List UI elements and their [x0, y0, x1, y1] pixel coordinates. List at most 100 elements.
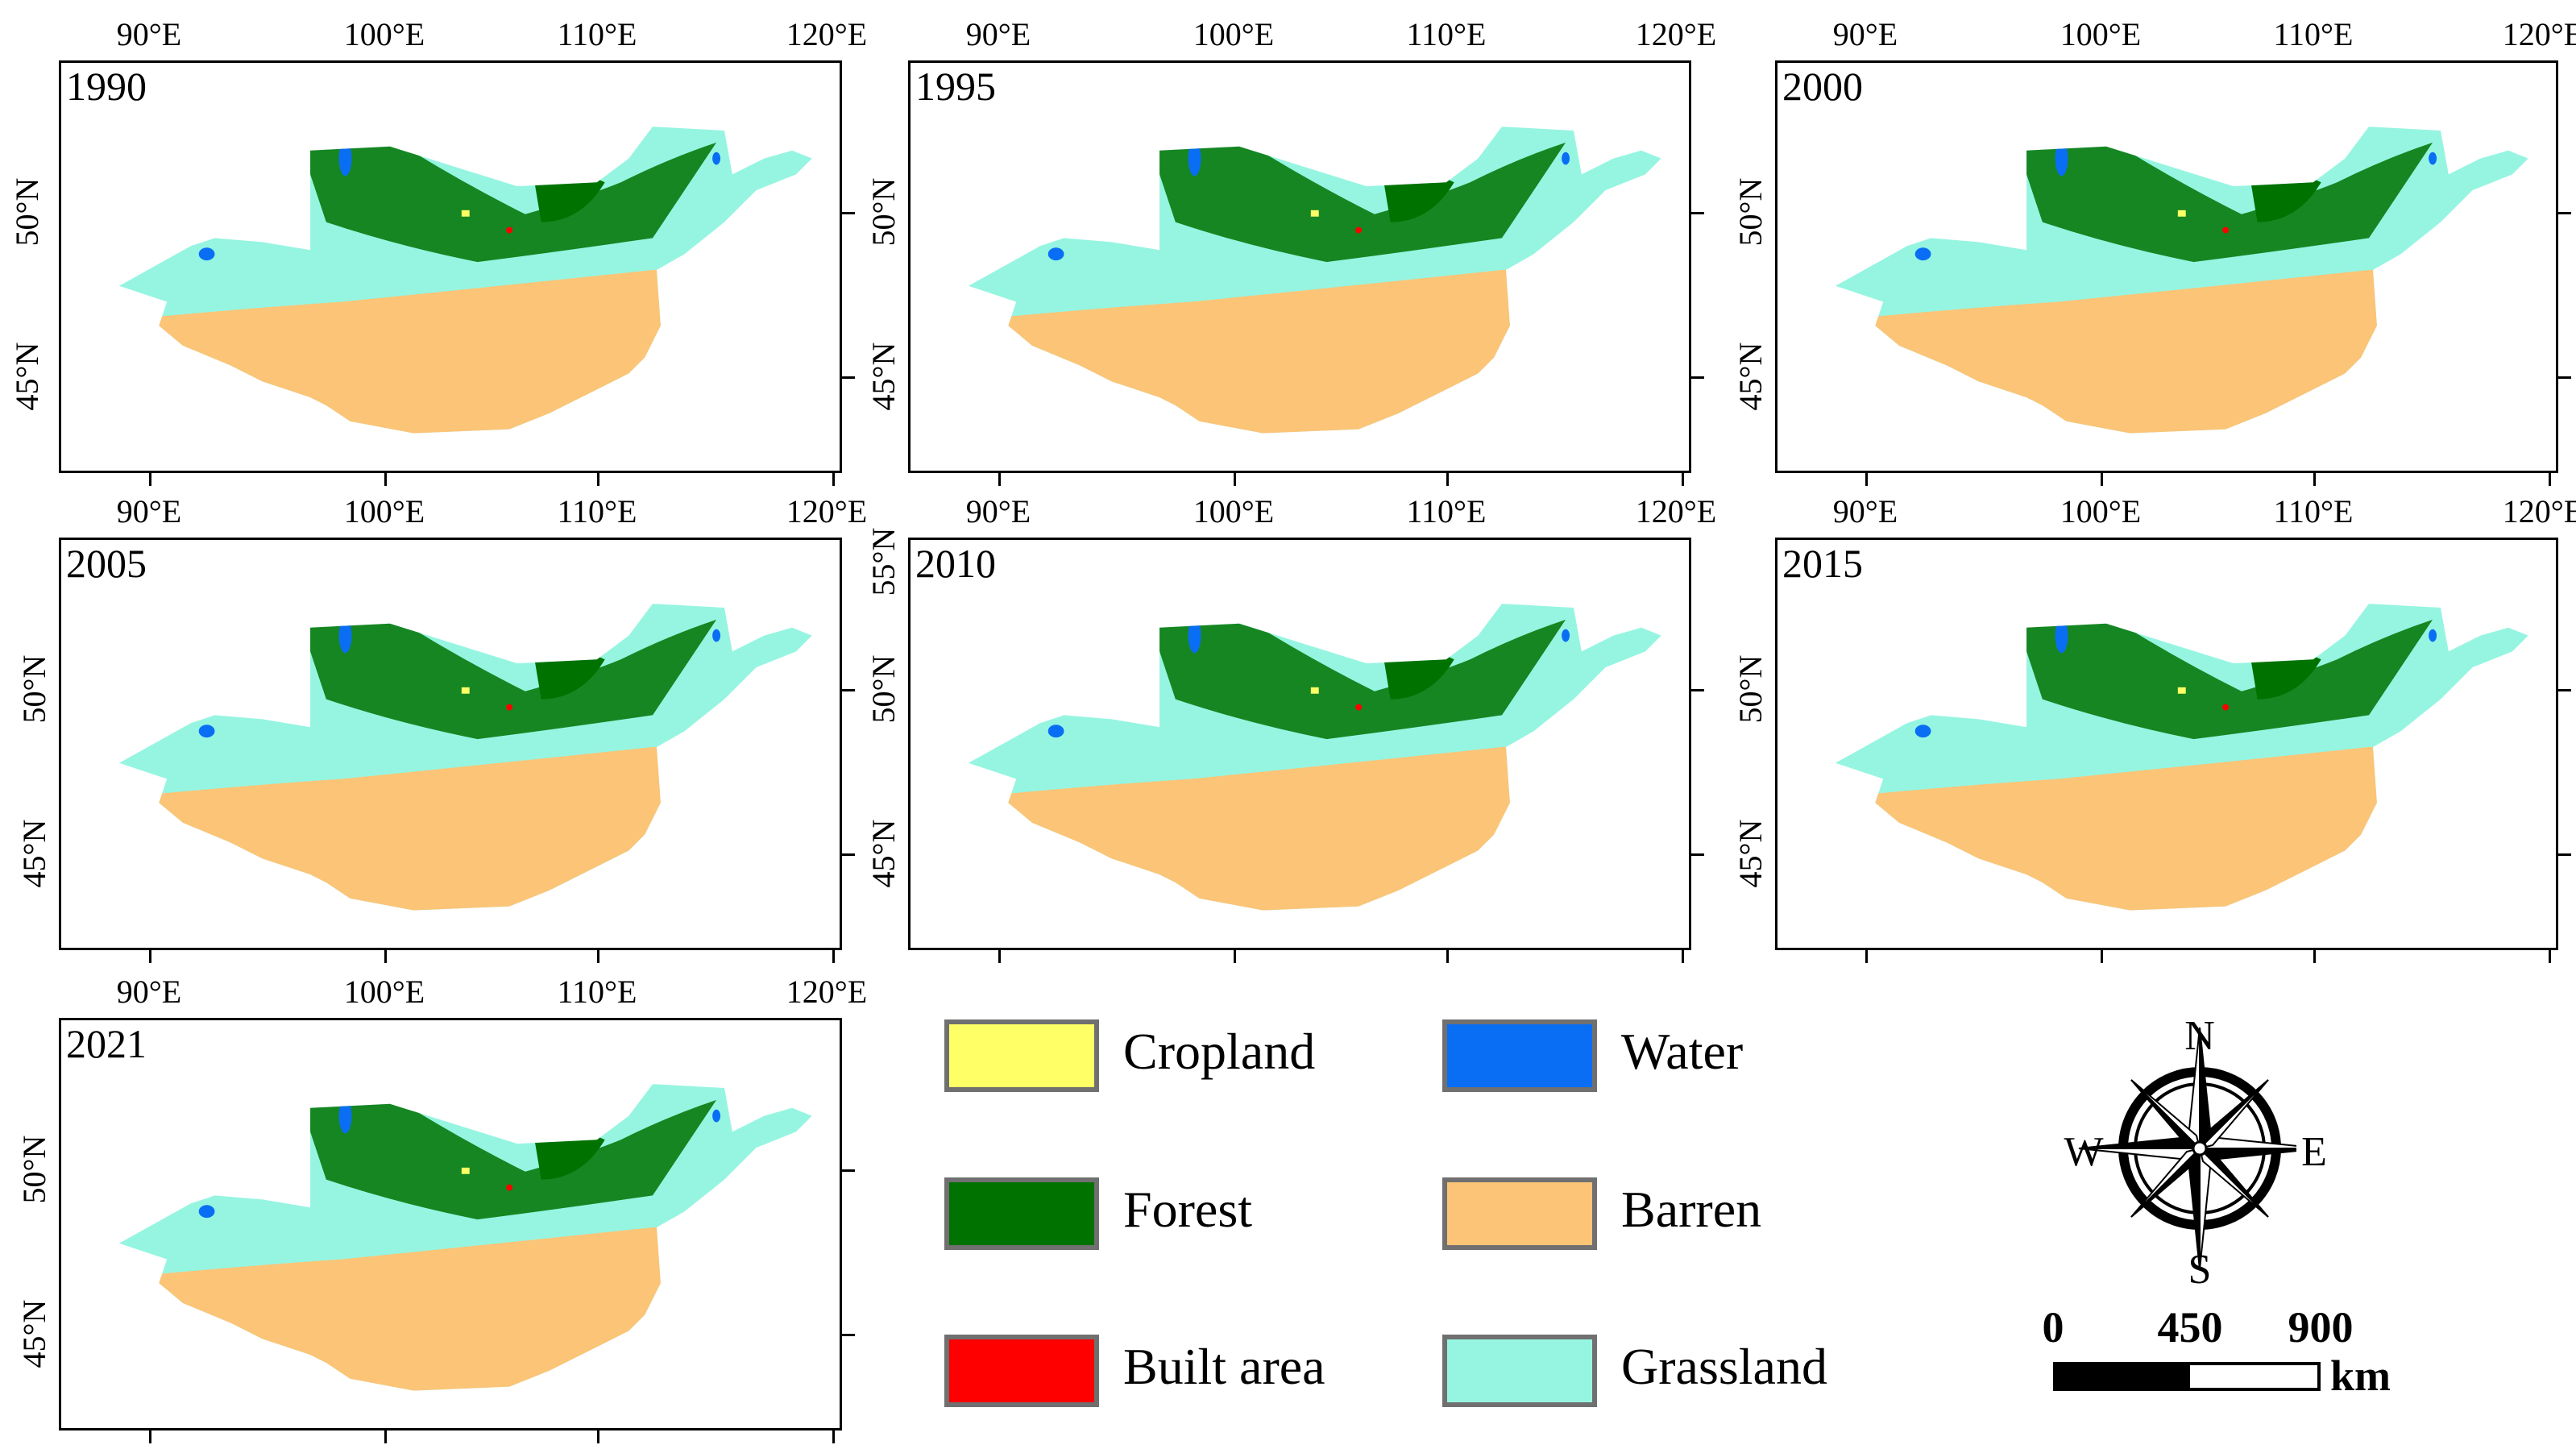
- x-axis-label: 110°E: [1406, 16, 1487, 52]
- x-axis-tick: [2549, 473, 2551, 486]
- compass-west: W: [2064, 1129, 2104, 1175]
- scale-bar-white-segment: [2187, 1362, 2321, 1391]
- x-axis-tick: [149, 473, 151, 486]
- y-axis-tick: [842, 376, 855, 379]
- y-axis-tick: [2558, 212, 2571, 214]
- scale-label-900: 900: [2288, 1303, 2354, 1352]
- x-axis-label: 120°E: [2502, 493, 2576, 529]
- x-axis-tick: [1682, 950, 1684, 963]
- map-frame: 1995: [908, 60, 1691, 473]
- x-axis-tick: [832, 1430, 835, 1443]
- y-axis-label: 45°N: [1732, 342, 1769, 411]
- x-axis-label: 110°E: [557, 493, 637, 529]
- x-axis-tick: [832, 950, 835, 963]
- legend-swatch: [1442, 1335, 1597, 1407]
- y-axis-tick: [2558, 376, 2571, 379]
- x-axis-tick: [998, 473, 1001, 486]
- mongolia-land-cover-map: [1835, 604, 2528, 911]
- y-axis-tick: [1691, 689, 1704, 691]
- legend-label: Grassland: [1621, 1338, 1827, 1395]
- x-axis-label: 100°E: [1193, 16, 1275, 52]
- x-axis-tick: [597, 1430, 599, 1443]
- y-axis-label: 45°N: [865, 819, 902, 888]
- y-axis-label: 45°N: [1732, 819, 1769, 888]
- x-axis-label: 120°E: [1635, 493, 1717, 529]
- y-axis-label: 55°N: [865, 527, 902, 596]
- x-axis-tick: [1234, 473, 1236, 486]
- x-axis-label: 110°E: [2273, 493, 2354, 529]
- y-axis-tick: [1691, 853, 1704, 856]
- mongolia-land-cover-map: [1835, 127, 2528, 434]
- x-axis-label: 100°E: [1193, 493, 1275, 529]
- y-axis-tick: [1691, 376, 1704, 379]
- x-axis-tick: [1865, 950, 1868, 963]
- x-axis-label: 90°E: [1832, 493, 1898, 529]
- y-axis-label: 50°N: [1732, 654, 1769, 724]
- y-axis-label: 45°N: [16, 1299, 52, 1368]
- compass-east: E: [2301, 1129, 2327, 1175]
- x-axis-tick: [384, 473, 387, 486]
- map-frame: 2000: [1775, 60, 2558, 473]
- y-axis-label: 50°N: [1732, 177, 1769, 247]
- y-axis-label: 50°N: [16, 1135, 52, 1204]
- compass-north: N: [2184, 1013, 2215, 1059]
- legend-swatch: [944, 1335, 1099, 1407]
- x-axis-tick: [149, 950, 151, 963]
- x-axis-label: 90°E: [116, 16, 182, 52]
- x-axis-tick: [1682, 473, 1684, 486]
- map-frame: 2021: [59, 1018, 842, 1430]
- mongolia-land-cover-map: [968, 604, 1661, 911]
- x-axis-label: 90°E: [965, 493, 1031, 529]
- x-axis-tick: [1865, 473, 1868, 486]
- x-axis-label: 90°E: [116, 493, 182, 529]
- map-frame: 1990: [59, 60, 842, 473]
- mongolia-land-cover-map: [968, 127, 1661, 434]
- x-axis-tick: [1446, 950, 1449, 963]
- x-axis-label: 110°E: [557, 974, 637, 1010]
- legend-label: Forest: [1123, 1181, 1252, 1238]
- compass-rose: N S E W: [2039, 1007, 2326, 1298]
- map-frame: 2010: [908, 538, 1691, 950]
- map-frame: 2015: [1775, 538, 2558, 950]
- x-axis-tick: [384, 950, 387, 963]
- legend-swatch: [1442, 1177, 1597, 1250]
- panel-year: 2021: [66, 1021, 147, 1066]
- y-axis-tick: [842, 689, 855, 691]
- legend-label: Cropland: [1123, 1023, 1316, 1080]
- x-axis-label: 90°E: [1832, 16, 1898, 52]
- scale-label-0: 0: [2042, 1303, 2064, 1352]
- x-axis-tick: [2313, 473, 2316, 486]
- x-axis-label: 90°E: [116, 974, 182, 1010]
- y-axis-label: 50°N: [865, 177, 902, 247]
- y-axis-label: 45°N: [16, 819, 52, 888]
- panel-year: 1995: [915, 64, 996, 109]
- y-axis-label: 50°N: [16, 654, 52, 724]
- panel-year: 1990: [66, 64, 147, 109]
- legend-swatch: [1442, 1019, 1597, 1092]
- x-axis-label: 120°E: [786, 16, 868, 52]
- mongolia-land-cover-map: [118, 127, 812, 434]
- x-axis-label: 100°E: [2060, 16, 2142, 52]
- legend-swatch: [944, 1019, 1099, 1092]
- y-axis-label: 45°N: [9, 342, 45, 411]
- x-axis-tick: [1234, 950, 1236, 963]
- x-axis-label: 110°E: [2273, 16, 2354, 52]
- x-axis-tick: [2101, 473, 2103, 486]
- x-axis-label: 100°E: [2060, 493, 2142, 529]
- x-axis-tick: [597, 473, 599, 486]
- x-axis-tick: [384, 1430, 387, 1443]
- map-frame: 2005: [59, 538, 842, 950]
- scale-unit: km: [2330, 1352, 2391, 1400]
- legend-swatch: [944, 1177, 1099, 1250]
- x-axis-label: 120°E: [2502, 16, 2576, 52]
- y-axis-tick: [1691, 212, 1704, 214]
- x-axis-label: 110°E: [557, 16, 637, 52]
- x-axis-tick: [832, 473, 835, 486]
- legend-label: Barren: [1621, 1181, 1762, 1238]
- y-axis-tick: [842, 212, 855, 214]
- x-axis-tick: [2101, 950, 2103, 963]
- x-axis-label: 120°E: [1635, 16, 1717, 52]
- scale-bar: 0 450 900 km: [2014, 1306, 2433, 1410]
- y-axis-label: 50°N: [9, 177, 45, 247]
- x-axis-tick: [149, 1430, 151, 1443]
